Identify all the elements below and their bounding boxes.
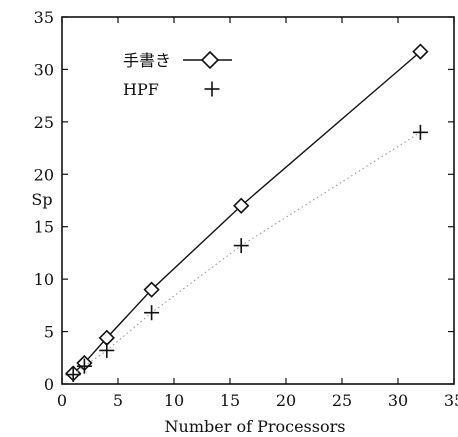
x-tick-label: 20 bbox=[276, 391, 296, 410]
y-tick-label: 20 bbox=[34, 165, 54, 184]
data-point-diamond bbox=[233, 197, 250, 214]
y-tick-label: 35 bbox=[34, 8, 54, 27]
data-point-diamond bbox=[143, 281, 160, 298]
x-tick-label: 35 bbox=[444, 391, 458, 410]
legend-plus-icon bbox=[204, 81, 220, 97]
y-tick-label: 15 bbox=[34, 218, 54, 237]
legend-diamond-icon bbox=[200, 50, 220, 70]
legend-entry: 手書き bbox=[123, 50, 232, 70]
series-line-hpf bbox=[72, 131, 421, 376]
data-point-plus bbox=[99, 342, 115, 358]
x-tick-label: 0 bbox=[57, 391, 67, 410]
y-tick-label: 30 bbox=[34, 60, 54, 79]
series-line-handwritten bbox=[72, 51, 421, 375]
data-point-plus bbox=[233, 238, 249, 254]
x-tick-label: 10 bbox=[164, 391, 184, 410]
y-tick-label: 25 bbox=[34, 113, 54, 132]
data-point-plus bbox=[412, 124, 428, 140]
data-point-plus bbox=[76, 358, 92, 374]
y-tick-label: 10 bbox=[34, 270, 54, 289]
x-axis-title: Number of Processors bbox=[165, 417, 346, 436]
x-tick-label: 15 bbox=[220, 391, 240, 410]
legend-label: HPF bbox=[123, 80, 159, 99]
plot-frame bbox=[61, 16, 455, 385]
y-tick-label: 0 bbox=[44, 375, 54, 394]
data-point-plus bbox=[144, 305, 160, 321]
legend-label: 手書き bbox=[123, 51, 171, 70]
data-point-diamond bbox=[412, 43, 429, 60]
y-axis-title: Sp bbox=[31, 190, 52, 209]
x-tick-label: 25 bbox=[332, 391, 352, 410]
x-tick-label: 30 bbox=[388, 391, 408, 410]
y-tick-label: 5 bbox=[44, 323, 54, 342]
x-tick-label: 5 bbox=[113, 391, 123, 410]
legend-entry: HPF bbox=[123, 80, 220, 99]
data-point-plus bbox=[65, 367, 81, 383]
